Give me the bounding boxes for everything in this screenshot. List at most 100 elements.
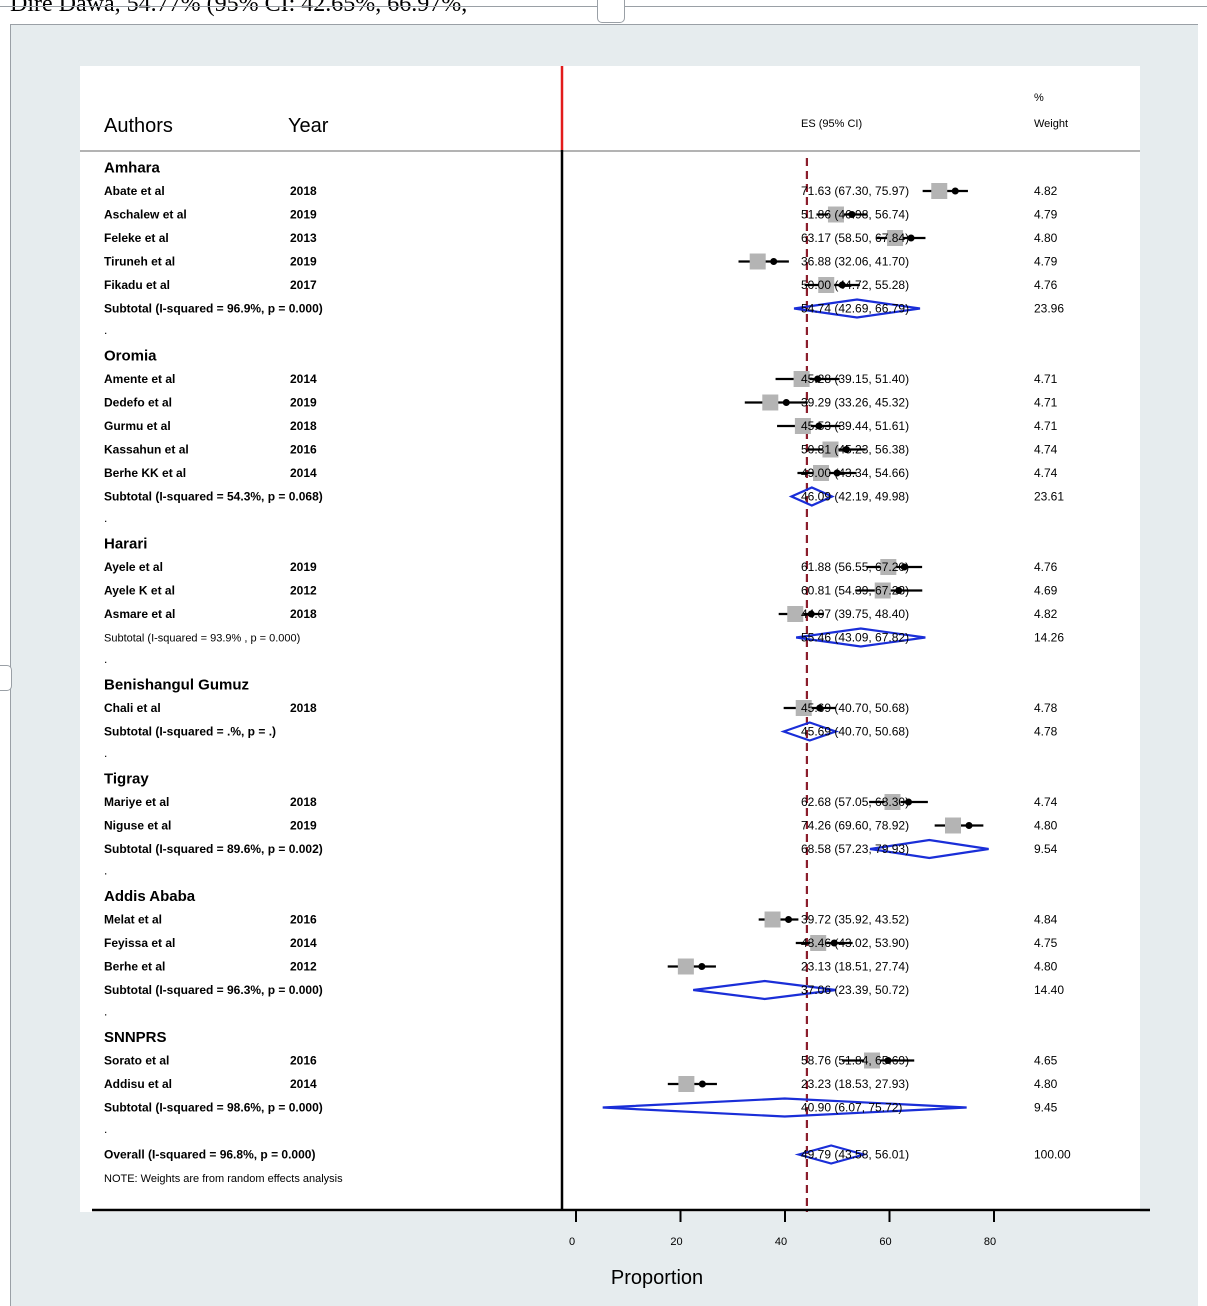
- weight-text: 4.74: [1034, 795, 1058, 809]
- study-year: 2019: [290, 396, 317, 410]
- weight-box: [678, 1076, 695, 1092]
- subtotal-diamond: [793, 298, 921, 319]
- spacer-dot: .: [104, 1005, 107, 1019]
- subtotal-weight-text: 9.45: [1034, 1101, 1058, 1115]
- weight-text: 4.76: [1034, 560, 1058, 574]
- weight-text: 4.80: [1034, 819, 1058, 833]
- es-ci-text: 63.17 (58.50, 67.84): [801, 231, 909, 245]
- point-estimate: [900, 563, 908, 571]
- weight-text: 4.82: [1034, 607, 1058, 621]
- study-year: 2016: [290, 1054, 317, 1068]
- weight-text: 4.71: [1034, 396, 1058, 410]
- es-ci-text: 71.63 (67.30, 75.97): [801, 184, 909, 198]
- study-author: Ayele et al: [104, 560, 163, 574]
- x-tick-label: 80: [984, 1236, 996, 1248]
- study-author: Mariye et al: [104, 795, 169, 809]
- study-author: Melat et al: [104, 913, 162, 927]
- point-estimate: [951, 187, 959, 195]
- study-author: Fikadu et al: [104, 278, 170, 292]
- study-author: Feyissa et al: [104, 936, 175, 950]
- weight-text: 4.79: [1034, 208, 1058, 222]
- study-year: 2018: [290, 607, 317, 621]
- group-label: Addis Ababa: [104, 888, 196, 905]
- header-weight-pct: %: [1034, 92, 1044, 104]
- study-author: Asmare et al: [104, 607, 175, 621]
- point-estimate: [838, 281, 846, 289]
- subtotal-label: Subtotal (I-squared = 98.6%, p = 0.000): [104, 1101, 323, 1115]
- weight-box: [864, 1052, 881, 1069]
- weight-box: [945, 817, 962, 834]
- study-year: 2014: [290, 372, 317, 386]
- es-ci-text: 61.88 (56.55, 67.20): [801, 560, 909, 574]
- es-ci-text: 23.13 (18.51, 27.74): [801, 960, 909, 974]
- resize-handle-top[interactable]: [597, 0, 625, 23]
- study-year: 2018: [290, 701, 317, 715]
- x-tick-label: 60: [879, 1236, 891, 1248]
- study-author: Berhe KK et al: [104, 466, 186, 480]
- study-author: Amente et al: [104, 372, 175, 386]
- subtotal-label: Subtotal (I-squared = 96.3%, p = 0.000): [104, 983, 323, 997]
- study-author: Niguse et al: [104, 819, 171, 833]
- spacer-dot: .: [104, 1122, 107, 1136]
- point-estimate: [884, 1057, 892, 1064]
- group-label: Benishangul Gumuz: [104, 677, 249, 694]
- study-author: Tiruneh et al: [104, 255, 175, 269]
- point-estimate: [830, 939, 838, 947]
- study-year: 2019: [290, 208, 317, 222]
- study-author: Aschalew et al: [104, 208, 187, 222]
- subtotal-weight-text: 9.54: [1034, 842, 1058, 856]
- weight-box: [794, 418, 811, 434]
- study-year: 2018: [290, 419, 317, 433]
- weight-box: [749, 253, 766, 270]
- weight-box: [787, 606, 804, 622]
- point-estimate: [905, 798, 913, 806]
- weight-text: 4.74: [1034, 443, 1058, 457]
- spacer-dot: .: [104, 511, 107, 525]
- spacer-dot: .: [104, 746, 107, 760]
- es-ci-text: 60.81 (54.39, 67.23): [801, 584, 909, 598]
- group-label: Amhara: [104, 160, 161, 177]
- es-ci-text: 44.07 (39.75, 48.40): [801, 607, 909, 621]
- group-label: Harari: [104, 536, 147, 553]
- point-estimate: [785, 916, 793, 923]
- study-author: Ayele K et al: [104, 584, 175, 598]
- weight-text: 4.82: [1034, 184, 1058, 198]
- group-label: Tigray: [104, 771, 149, 788]
- weight-box: [793, 371, 810, 387]
- subtotal-es-ci-text: 37.06 (23.39, 50.72): [801, 983, 909, 997]
- study-author: Addisu et al: [104, 1077, 172, 1091]
- weight-box: [880, 559, 897, 575]
- study-year: 2013: [290, 231, 317, 245]
- weight-text: 4.75: [1034, 936, 1058, 950]
- study-author: Kassahun et al: [104, 443, 189, 457]
- weight-text: 4.76: [1034, 278, 1058, 292]
- subtotal-label: Subtotal (I-squared = 89.6%, p = 0.002): [104, 842, 323, 856]
- weight-text: 4.80: [1034, 960, 1058, 974]
- document-fragment-text: Dire Dawa, 54.77% (95% CI: 42.65%, 66.97…: [10, 0, 468, 17]
- weight-box: [813, 465, 830, 481]
- weight-box: [931, 183, 948, 199]
- weight-text: 4.71: [1034, 419, 1058, 433]
- resize-handle-left[interactable]: [0, 665, 12, 691]
- study-author: Berhe et al: [104, 960, 165, 974]
- header-weight: Weight: [1034, 118, 1068, 130]
- es-ci-text: 62.68 (57.05, 68.30): [801, 795, 909, 809]
- x-tick-label: 40: [775, 1236, 787, 1248]
- subtotal-weight-text: 23.61: [1034, 490, 1064, 504]
- weight-box: [874, 582, 891, 599]
- subtotal-weight-text: 4.78: [1034, 725, 1058, 739]
- study-year: 2016: [290, 913, 317, 927]
- subtotal-diamond: [869, 838, 989, 860]
- study-year: 2012: [290, 584, 317, 598]
- group-label: Oromia: [104, 348, 157, 365]
- study-year: 2016: [290, 443, 317, 457]
- study-year: 2014: [290, 1077, 317, 1091]
- weight-text: 4.79: [1034, 255, 1058, 269]
- point-estimate: [807, 610, 815, 618]
- point-estimate: [698, 1080, 706, 1088]
- x-axis-title: Proportion: [611, 1267, 703, 1289]
- weight-box: [884, 794, 901, 810]
- point-estimate: [848, 211, 856, 218]
- subtotal-es-ci-text: 68.58 (57.23, 79.93): [801, 842, 909, 856]
- weight-text: 4.69: [1034, 584, 1058, 598]
